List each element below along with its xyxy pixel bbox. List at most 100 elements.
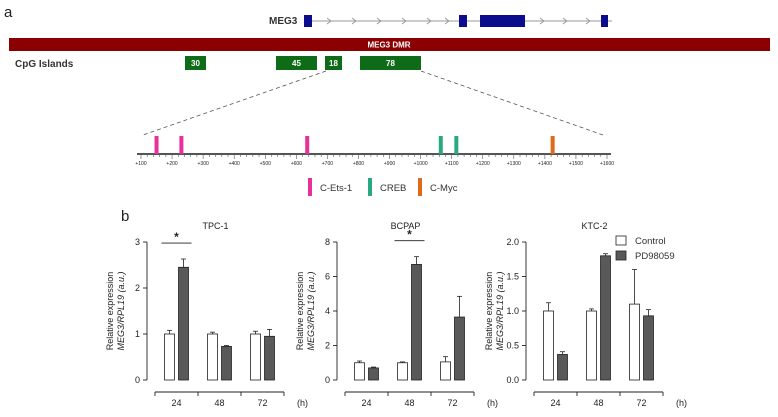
y-axis-label: Relative expressionMEG3/RPL19 (a.u.) <box>105 271 126 350</box>
axis-tick-label: +1600 <box>600 161 614 167</box>
y-tick-label: 1.0 <box>506 306 519 316</box>
x-tick-label: 24 <box>550 398 560 408</box>
axis-tick-label: +600 <box>291 161 302 167</box>
y-tick-label: 0 <box>325 375 330 385</box>
svg-text:78: 78 <box>386 59 395 68</box>
zoom-axis-ticks <box>140 154 608 159</box>
x-unit-label: (h) <box>676 398 687 408</box>
axis-tick-label: +400 <box>229 161 240 167</box>
axis-tick-label: +500 <box>260 161 271 167</box>
cpg-island-18: 18 <box>325 56 342 70</box>
svg-text:CREB: CREB <box>380 183 406 194</box>
bar-pd98059-24 <box>557 354 568 381</box>
intron-arrow <box>585 17 591 25</box>
y-tick-label: 2 <box>325 341 330 351</box>
x-tick-label: 48 <box>593 398 603 408</box>
x-tick-label: 24 <box>171 398 181 408</box>
y-tick-label: 0 <box>135 375 140 385</box>
site-legend: C-Ets-1 CREB C-Myc <box>308 178 458 196</box>
x-tick-label: 48 <box>214 398 224 408</box>
exon-1 <box>304 15 312 27</box>
bar-charts: TPC-1 0 1 2 3 Relative expressionMEG3/RPL19 (… <box>105 221 687 408</box>
bar-pd98059-48 <box>411 264 422 381</box>
chart-ktc-2: KTC-2 0.0 0.5 1.0 1.5 2.0 Relative expressionM… <box>484 221 687 408</box>
legend-pd98059: PD98059 <box>615 250 675 262</box>
zoom-line-left <box>142 70 327 136</box>
binding-site-creb <box>438 136 443 154</box>
bar-pd98059-48 <box>600 255 611 381</box>
x-tick-label: 48 <box>404 398 414 408</box>
chart-title: TPC-1 <box>202 221 228 231</box>
svg-text:45: 45 <box>292 59 301 68</box>
zoom-axis: +100 +200 +300 +400 +500 +600 +700 +800 +900 +100… <box>135 136 614 167</box>
significance-star: * <box>407 228 412 242</box>
cpg-island-78: 78 <box>360 56 421 70</box>
axis-tick-label: +1500 <box>569 161 583 167</box>
axis-tick-label: +200 <box>166 161 177 167</box>
axis-tick-label: +1100 <box>445 161 459 167</box>
bar-control-72 <box>250 333 261 381</box>
bar-pd98059-72 <box>454 316 465 381</box>
x-tick-label: 72 <box>257 398 267 408</box>
y-tick-label: 1.5 <box>506 272 519 282</box>
y-tick-label: 8 <box>325 237 330 247</box>
svg-text:C-Myc: C-Myc <box>430 183 458 194</box>
zoom-axis-labels: +100 +200 +300 +400 +500 +600 +700 +800 +900 +100… <box>135 161 614 167</box>
intron-arrows <box>326 17 591 25</box>
axis-tick-label: +1400 <box>538 161 552 167</box>
binding-sites <box>154 136 555 154</box>
bar-pd98059-24 <box>178 266 189 381</box>
svg-text:30: 30 <box>191 59 200 68</box>
y-tick-label: 2.0 <box>506 237 519 247</box>
y-tick-label: 4 <box>325 306 330 316</box>
bar-control-48 <box>397 362 408 381</box>
zoom-line-right <box>420 70 604 136</box>
gene-track: MEG3 <box>269 15 612 27</box>
svg-text:18: 18 <box>329 59 338 68</box>
bar-control-48 <box>586 310 597 381</box>
x-tick-label: 24 <box>361 398 371 408</box>
x-unit-label: (h) <box>487 398 498 408</box>
axis-tick-label: +1300 <box>507 161 521 167</box>
y-tick-label: 0.0 <box>506 375 519 385</box>
bar-control-24 <box>164 333 175 381</box>
svg-text:PD98059: PD98059 <box>635 251 675 262</box>
chart-tpc-1: TPC-1 0 1 2 3 Relative expressionMEG3/RPL19 (… <box>105 221 308 408</box>
bar-pd98059-48 <box>221 346 232 381</box>
legend-c-ets-1: C-Ets-1 <box>308 178 352 196</box>
gene-label: MEG3 <box>269 16 298 27</box>
dmr-bar <box>9 38 770 51</box>
x-tick-label: 72 <box>636 398 646 408</box>
intron-arrow <box>376 17 382 25</box>
y-tick-label: 6 <box>325 272 330 282</box>
intron-arrow <box>401 17 407 25</box>
y-tick-label: 2 <box>135 283 140 293</box>
axis-tick-label: +1000 <box>414 161 428 167</box>
y-tick-label: 1 <box>135 329 140 339</box>
intron-arrow <box>562 17 568 25</box>
panel-b-letter: b <box>121 208 129 225</box>
panel-a-letter: a <box>4 4 13 21</box>
binding-site-c-ets-1 <box>305 136 310 154</box>
axis-tick-label: +800 <box>353 161 364 167</box>
bar-control-72 <box>440 361 451 381</box>
bar-pd98059-24 <box>368 367 379 381</box>
binding-site-c-ets-1 <box>154 136 159 154</box>
axis-tick-label: +900 <box>384 161 395 167</box>
exon-3 <box>480 15 525 27</box>
treatment-legend: Control PD98059 <box>615 235 675 262</box>
axis-tick-label: +100 <box>135 161 146 167</box>
binding-site-c-ets-1 <box>179 136 184 154</box>
svg-text:C-Ets-1: C-Ets-1 <box>320 183 352 194</box>
y-tick-label: 0.5 <box>506 341 519 351</box>
bar-control-48 <box>207 333 218 381</box>
intron-arrow <box>444 17 450 25</box>
legend-creb: CREB <box>368 178 406 196</box>
cpg-island-30: 30 <box>185 56 206 70</box>
y-tick-label: 3 <box>135 237 140 247</box>
axis-tick-label: +300 <box>198 161 209 167</box>
axis-tick-label: +700 <box>322 161 333 167</box>
significance-star: * <box>174 230 179 244</box>
